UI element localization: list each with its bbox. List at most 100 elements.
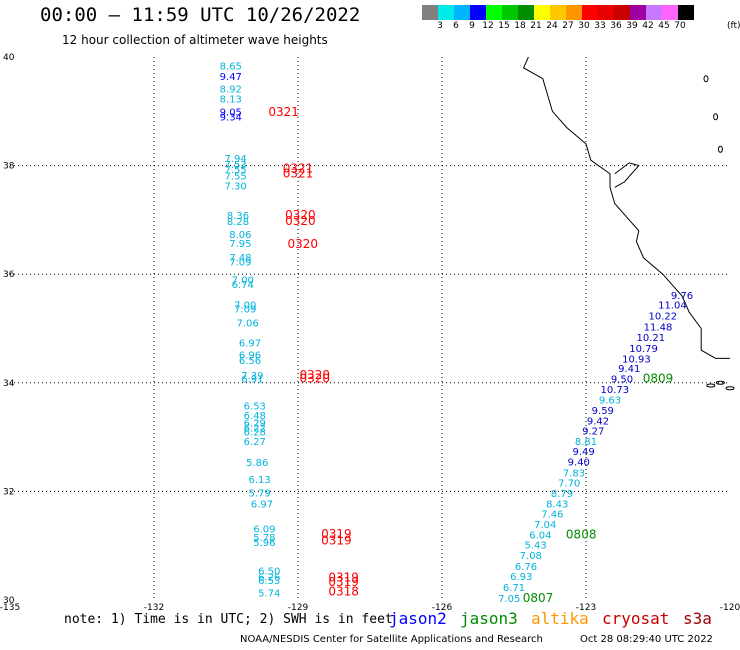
wave-height-label: 11.48: [644, 322, 673, 333]
wave-height-label: 8.92: [220, 84, 242, 95]
wave-height-label: 10.73: [600, 385, 629, 396]
wave-height-label: 7.30: [224, 182, 246, 193]
wave-height-label: 0808: [566, 527, 597, 541]
wave-height-label: 9.47: [220, 72, 242, 83]
wave-height-label: 0320: [300, 371, 331, 385]
lon-tick-label: -129: [288, 603, 309, 613]
color-swatch: [534, 5, 550, 20]
bay-outline: [614, 162, 640, 188]
color-scale-label: 18: [514, 21, 526, 31]
color-scale-label: 33: [594, 21, 606, 31]
wave-height-label: 0319: [321, 527, 352, 541]
lon-tick-label: -126: [432, 603, 453, 613]
lake: [703, 75, 709, 83]
map-frame: [10, 57, 730, 600]
wave-height-label: 7.09: [234, 304, 256, 315]
lon-tick-label: -132: [144, 603, 164, 613]
wave-height-label: 6.04: [529, 530, 551, 541]
wave-height-label: 0807: [523, 591, 554, 605]
lat-tick-label: 36: [3, 270, 15, 280]
wave-height-label: 9.40: [568, 458, 590, 469]
wave-height-label: 7.06: [236, 319, 258, 330]
wave-height-label: 10.22: [648, 311, 677, 322]
wave-height-label: 6.29: [244, 418, 266, 429]
wave-height-label: 9.63: [599, 396, 621, 407]
wave-height-label: 7.08: [520, 551, 542, 562]
wave-height-label: 6.74: [232, 280, 254, 291]
color-swatch: [598, 5, 614, 20]
wave-height-label: 9.05: [220, 107, 242, 118]
wave-height-label: 6.48: [244, 411, 266, 422]
wave-height-label: 6.28: [244, 428, 266, 439]
note-text: note: 1) Time is in UTC; 2) SWH is in fe…: [64, 612, 393, 627]
lat-tick-label: 32: [3, 487, 14, 497]
wave-height-label: 6.97: [239, 339, 261, 350]
lat-tick-label: 30: [3, 596, 15, 606]
wave-height-label: 5.74: [258, 588, 280, 599]
wave-height-label: 5.96: [253, 538, 275, 549]
color-scale-label: 6: [453, 21, 459, 31]
wave-height-label: 0809: [643, 371, 674, 385]
wave-height-label: 6.53: [258, 576, 280, 587]
wave-height-label: 6.71: [503, 583, 525, 594]
mission-jason2: jason2: [389, 609, 447, 628]
color-scale-unit: (ft): [727, 21, 740, 31]
color-swatch: [646, 5, 662, 20]
wave-height-label: 8.81: [575, 437, 597, 448]
wave-height-label: 0320: [285, 208, 316, 222]
wave-height-label: 8.06: [229, 230, 251, 241]
wave-height-label: 7.00: [234, 301, 256, 312]
wave-height-label: 8.13: [220, 94, 242, 105]
wave-height-label: 0320: [285, 214, 316, 228]
wave-height-label: 9.41: [618, 364, 640, 375]
wave-height-label: 9.59: [592, 406, 614, 417]
color-scale-label: 45: [658, 21, 670, 31]
color-scale-label: 36: [610, 21, 622, 31]
color-scale-label: 39: [626, 21, 638, 31]
lat-tick-label: 34: [3, 379, 15, 389]
wave-height-label: 5.79: [248, 488, 270, 499]
wave-height-label: 7.04: [534, 520, 556, 531]
color-swatch: [518, 5, 534, 20]
wave-height-label: 0319: [321, 533, 352, 547]
wave-height-label: 6.22: [244, 423, 266, 434]
wave-height-label: 7.05: [498, 594, 520, 605]
wave-height-label: 7.95: [229, 239, 251, 250]
wave-height-label: 7.39: [241, 371, 263, 382]
wave-height-label: 11.04: [658, 301, 687, 312]
mission-jason3: jason3: [460, 609, 518, 628]
wave-height-label: 7.55: [224, 171, 246, 182]
page-subtitle: 12 hour collection of altimeter wave hei…: [62, 33, 328, 47]
color-scale-label: 9: [469, 21, 475, 31]
color-scale-label: 21: [530, 21, 542, 31]
mission-altika: altika: [531, 609, 589, 628]
wave-height-label: 0318: [328, 584, 359, 598]
color-swatch: [502, 5, 518, 20]
color-swatch: [454, 5, 470, 20]
color-scale-label: 15: [498, 21, 510, 31]
wave-height-label: 0321: [283, 167, 314, 181]
color-scale-label: 24: [546, 21, 558, 31]
wave-height-label: 8.79: [551, 489, 573, 500]
wave-height-label: 6.50: [258, 567, 280, 578]
wave-height-label: 6.26: [258, 573, 280, 584]
wave-height-label: 6.93: [510, 572, 532, 583]
wave-height-label: 5.43: [524, 541, 546, 552]
lat-tick-label: 40: [3, 53, 15, 63]
wave-height-label: 7.55: [224, 165, 246, 176]
wave-height-label: 7.83: [563, 468, 585, 479]
wave-height-label: 9.27: [582, 427, 604, 438]
footer-timestamp: Oct 28 08:29:40 UTC 2022: [580, 634, 713, 645]
color-swatch: [486, 5, 502, 20]
wave-height-label: 7.70: [558, 479, 580, 490]
color-swatch: [662, 5, 678, 20]
wave-height-label: 9.49: [572, 447, 594, 458]
wave-height-label: 5.86: [246, 458, 268, 469]
color-swatch: [550, 5, 566, 20]
wave-height-label: 7.53: [224, 160, 246, 171]
color-swatch: [566, 5, 582, 20]
mission-s3a: s3a: [683, 609, 712, 628]
color-scale-label: 70: [674, 21, 686, 31]
wave-height-label: 6.56: [239, 356, 261, 367]
color-swatch: [470, 5, 486, 20]
